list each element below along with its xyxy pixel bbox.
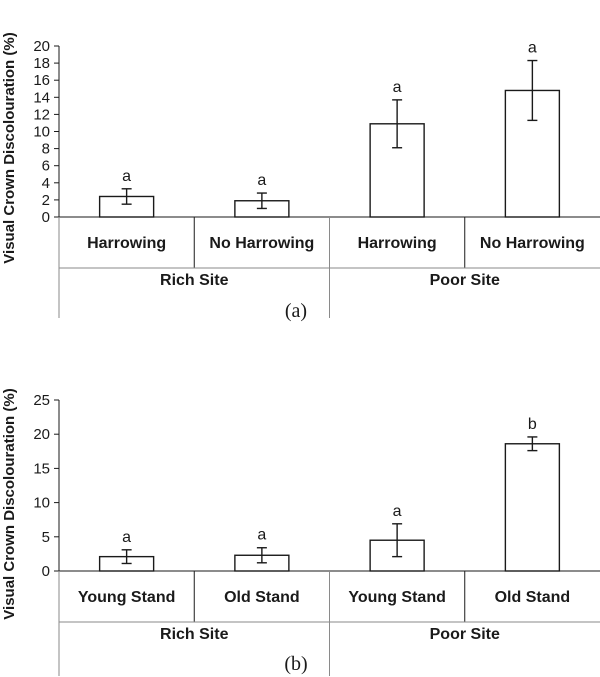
significance-letter: b (528, 416, 537, 433)
category-label: No Harrowing (480, 235, 585, 252)
y-tick-label: 18 (33, 55, 50, 72)
bar (504, 443, 561, 572)
group-label: Poor Site (430, 626, 500, 643)
y-tick-label: 20 (33, 38, 50, 55)
group-label: Rich Site (160, 272, 229, 289)
y-axis-title: Visual Crown Discolouration (%) (1, 388, 18, 619)
significance-letter: a (257, 527, 266, 544)
y-tick-label: 0 (42, 563, 50, 580)
y-tick-label: 14 (33, 89, 50, 106)
y-tick-label: 8 (42, 141, 50, 158)
category-label: Young Stand (78, 589, 175, 606)
y-tick-label: 6 (42, 158, 50, 175)
y-axis-title: Visual Crown Discolouration (%) (1, 32, 18, 263)
chart-panel-b: 0 5 10 15 20 25 a Young Stand a Old Stand a Young S… (1, 388, 600, 676)
category-label: No Harrowing (209, 235, 314, 252)
category-label: Harrowing (87, 235, 166, 252)
y-tick-label: 4 (42, 175, 50, 192)
significance-letter: a (257, 172, 266, 189)
panel-label: (a) (285, 300, 307, 322)
group-label: Rich Site (160, 626, 229, 643)
category-label: Young Stand (348, 589, 445, 606)
y-tick-label: 5 (42, 529, 50, 546)
category-label: Harrowing (358, 235, 437, 252)
y-tick-label: 20 (33, 426, 50, 443)
category-label: Old Stand (495, 589, 571, 606)
significance-letter: a (122, 168, 131, 185)
significance-letter: a (528, 40, 537, 57)
bar (504, 89, 561, 218)
y-tick-label: 16 (33, 72, 50, 89)
y-tick-label: 2 (42, 192, 50, 209)
significance-letter: a (393, 503, 402, 520)
significance-letter: a (393, 79, 402, 96)
y-tick-label: 15 (33, 460, 50, 477)
y-tick-label: 0 (42, 209, 50, 226)
y-tick-label: 10 (33, 124, 50, 141)
y-tick-label: 12 (33, 106, 50, 123)
category-label: Old Stand (224, 589, 300, 606)
y-tick-label: 10 (33, 495, 50, 512)
group-label: Poor Site (430, 272, 500, 289)
panel-label: (b) (284, 653, 307, 675)
significance-letter: a (122, 529, 131, 546)
y-tick-label: 25 (33, 392, 50, 409)
